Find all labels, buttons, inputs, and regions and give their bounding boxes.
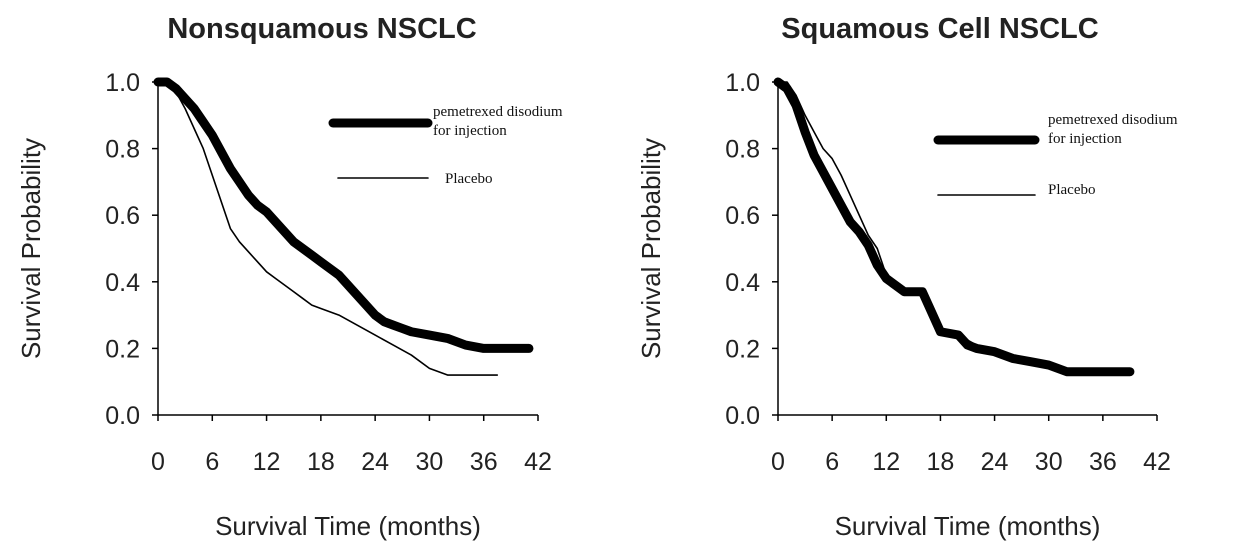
km-curve [777, 81, 1122, 373]
y-tick-label: 0.2 [105, 335, 140, 363]
y-tick-label: 1.0 [725, 69, 760, 97]
x-tick-label: 6 [825, 448, 839, 476]
y-axis-label: Survival Probability [16, 138, 46, 359]
y-tick-label: 0.8 [105, 136, 140, 164]
y-tick-label: 0.0 [105, 402, 140, 430]
x-tick-label: 12 [253, 448, 281, 476]
legend-label: Placebo [1048, 182, 1096, 198]
y-tick-label: 0.6 [725, 202, 760, 230]
x-axis-label: Survival Time (months) [835, 511, 1101, 541]
x-tick-label: 6 [205, 448, 219, 476]
km-curve [157, 81, 499, 376]
chart-title: Nonsquamous NSCLC [167, 13, 476, 45]
y-tick-label: 1.0 [105, 69, 140, 97]
x-tick-label: 36 [1089, 448, 1117, 476]
x-tick-label: 24 [361, 448, 389, 476]
y-tick-label: 0.8 [725, 136, 760, 164]
y-tick-label: 0.2 [725, 335, 760, 363]
legend-label: pemetrexed disodium for injection [1048, 112, 1178, 147]
x-tick-label: 42 [1143, 448, 1171, 476]
y-tick-label: 0.4 [105, 269, 140, 297]
y-tick-label: 0.6 [105, 202, 140, 230]
x-tick-label: 30 [1035, 448, 1063, 476]
x-tick-label: 0 [151, 448, 165, 476]
x-tick-label: 36 [470, 448, 498, 476]
x-tick-label: 30 [416, 448, 444, 476]
x-axis-label: Survival Time (months) [215, 511, 481, 541]
x-tick-label: 18 [927, 448, 955, 476]
chart-title: Squamous Cell NSCLC [781, 13, 1098, 45]
x-tick-label: 24 [981, 448, 1009, 476]
legend-label: Placebo [445, 171, 493, 187]
legend-label: pemetrexed disodium for injection [433, 104, 563, 139]
x-tick-label: 12 [872, 448, 900, 476]
km-curve [153, 77, 534, 353]
x-tick-label: 42 [524, 448, 552, 476]
y-tick-label: 0.4 [725, 269, 760, 297]
x-tick-label: 18 [307, 448, 335, 476]
y-tick-label: 0.0 [725, 402, 760, 430]
x-tick-label: 0 [771, 448, 785, 476]
y-axis-label: Survival Probability [636, 138, 666, 359]
